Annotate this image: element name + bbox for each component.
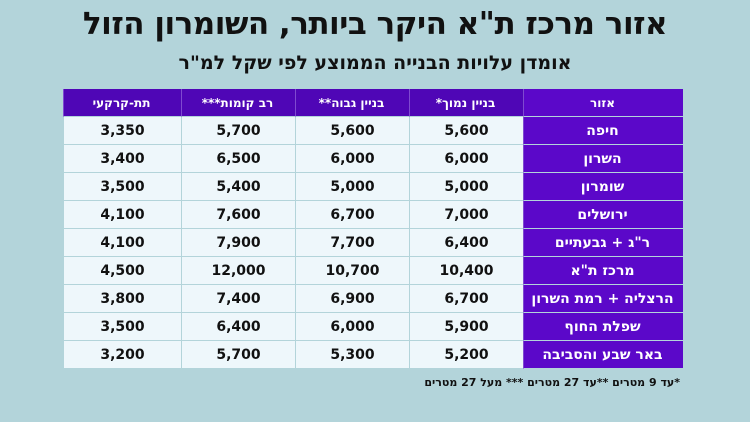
cell-high-building: 6,900 — [295, 285, 409, 313]
cell-multi-story: 5,700 — [181, 117, 295, 145]
cell-region: חיפה — [523, 117, 683, 145]
page-title: אזור מרכז ת"א היקר ביותר, השומרון הזול — [82, 6, 668, 42]
header-region: אזור — [523, 89, 683, 117]
cell-region: הרצליה + רמת השרון — [523, 285, 683, 313]
footnote: *עד 9 מטרים **עד 27 מטרים *** מעל 27 מטר… — [424, 376, 680, 389]
cell-underground: 3,350 — [63, 117, 181, 145]
cell-low-building: 5,900 — [409, 313, 523, 341]
cell-low-building: 6,000 — [409, 145, 523, 173]
cell-region: שומרון — [523, 173, 683, 201]
table-row: 3,400 6,500 6,000 6,000 השרון — [63, 145, 683, 173]
cell-region: ר"ג + גבעתיים — [523, 229, 683, 257]
cell-multi-story: 5,700 — [181, 341, 295, 369]
table-row: 3,200 5,700 5,300 5,200 באר שבע והסביבה — [63, 341, 683, 369]
cell-underground: 3,500 — [63, 173, 181, 201]
cell-region: באר שבע והסביבה — [523, 341, 683, 369]
header-low-building: בניין נמוך* — [409, 89, 523, 117]
cell-multi-story: 7,400 — [181, 285, 295, 313]
cell-region: מרכז ת"א — [523, 257, 683, 285]
cell-high-building: 10,700 — [295, 257, 409, 285]
cell-multi-story: 7,900 — [181, 229, 295, 257]
cell-high-building: 5,000 — [295, 173, 409, 201]
cell-underground: 3,500 — [63, 313, 181, 341]
cell-low-building: 5,200 — [409, 341, 523, 369]
cell-multi-story: 7,600 — [181, 201, 295, 229]
cell-multi-story: 6,400 — [181, 313, 295, 341]
cell-high-building: 6,000 — [295, 145, 409, 173]
cell-low-building: 6,700 — [409, 285, 523, 313]
cell-region: שפלת החוף — [523, 313, 683, 341]
table-row: 3,800 7,400 6,900 6,700 הרצליה + רמת השר… — [63, 285, 683, 313]
header-high-building: בניין גבוה** — [295, 89, 409, 117]
cell-multi-story: 6,500 — [181, 145, 295, 173]
table-row: 4,100 7,900 7,700 6,400 ר"ג + גבעתיים — [63, 229, 683, 257]
cell-underground: 3,800 — [63, 285, 181, 313]
table-header-row: תת-קרקעי רב קומות*** בניין גבוה** בניין … — [63, 89, 683, 117]
cost-table: תת-קרקעי רב קומות*** בניין גבוה** בניין … — [63, 89, 683, 369]
table-row: 4,500 12,000 10,700 10,400 מרכז ת"א — [63, 257, 683, 285]
cell-low-building: 10,400 — [409, 257, 523, 285]
cell-underground: 3,200 — [63, 341, 181, 369]
table-row: 4,100 7,600 6,700 7,000 ירושלים — [63, 201, 683, 229]
cell-underground: 4,500 — [63, 257, 181, 285]
cell-low-building: 5,000 — [409, 173, 523, 201]
cell-underground: 4,100 — [63, 229, 181, 257]
cell-multi-story: 5,400 — [181, 173, 295, 201]
cell-high-building: 5,600 — [295, 117, 409, 145]
cell-low-building: 6,400 — [409, 229, 523, 257]
page-subtitle: אומדן עלויות הבנייה הממוצע לפי שקל למ"ר — [178, 52, 572, 74]
header-underground: תת-קרקעי — [63, 89, 181, 117]
cell-region: ירושלים — [523, 201, 683, 229]
cell-high-building: 7,700 — [295, 229, 409, 257]
cell-high-building: 5,300 — [295, 341, 409, 369]
cell-region: השרון — [523, 145, 683, 173]
cell-high-building: 6,000 — [295, 313, 409, 341]
table-row: 3,350 5,700 5,600 5,600 חיפה — [63, 117, 683, 145]
cell-low-building: 7,000 — [409, 201, 523, 229]
table-row: 3,500 6,400 6,000 5,900 שפלת החוף — [63, 313, 683, 341]
cell-low-building: 5,600 — [409, 117, 523, 145]
cell-underground: 3,400 — [63, 145, 181, 173]
cell-underground: 4,100 — [63, 201, 181, 229]
cell-multi-story: 12,000 — [181, 257, 295, 285]
table-row: 3,500 5,400 5,000 5,000 שומרון — [63, 173, 683, 201]
cell-high-building: 6,700 — [295, 201, 409, 229]
header-multi-story: רב קומות*** — [181, 89, 295, 117]
